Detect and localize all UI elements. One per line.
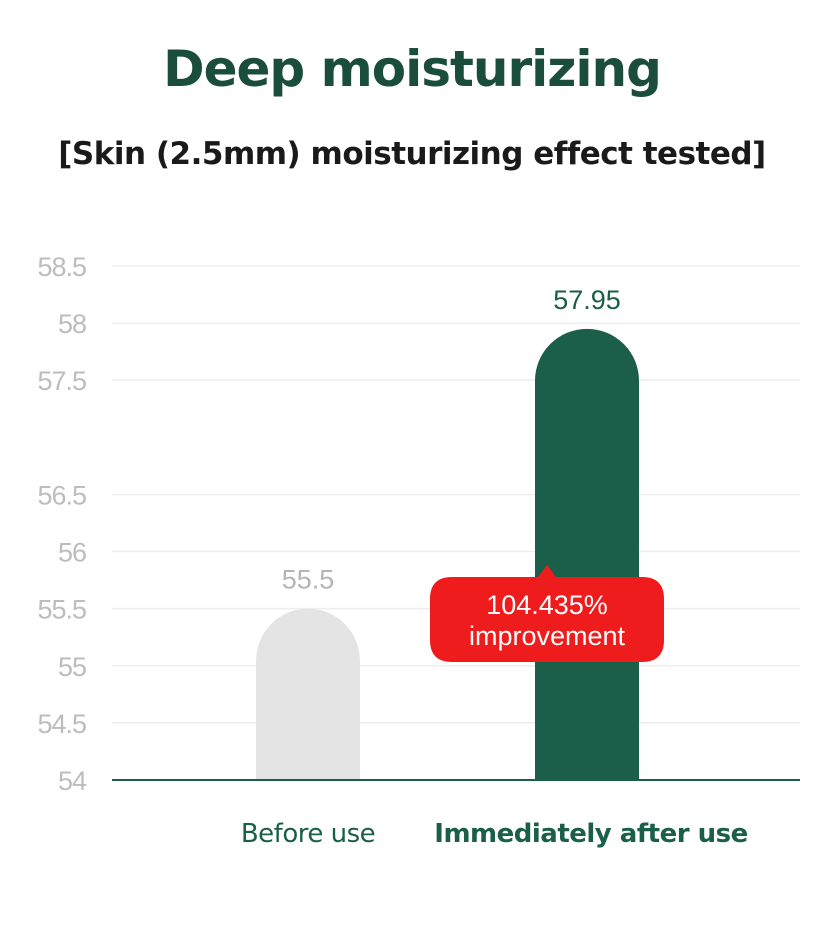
y-tick-label: 54.5 (37, 709, 86, 739)
bars (256, 328, 639, 780)
y-tick-label: 56.5 (37, 480, 86, 510)
improvement-callout: 104.435%improvement (430, 565, 664, 662)
y-tick-label: 55.5 (37, 595, 86, 625)
bar-value-label: 55.5 (282, 565, 335, 595)
callout-text: improvement (469, 621, 626, 651)
y-tick-label: 57.5 (37, 366, 86, 396)
y-tick-label: 58 (58, 309, 86, 339)
bar-before-use (256, 608, 360, 780)
x-category-label: Before use (241, 819, 375, 849)
chart-title: Deep moisturizing (163, 40, 662, 98)
callout-percent: 104.435% (486, 590, 608, 620)
y-axis-ticks: 58.5 58 57.5 56.5 56 55.5 55 54.5 54 (37, 252, 88, 796)
bar-immediately-after-use (535, 328, 639, 780)
data-labels: 55.5 57.95 (282, 285, 621, 595)
chart-subtitle: [Skin (2.5mm) moisturizing effect tested… (58, 136, 766, 172)
callout-bubble (430, 565, 664, 662)
y-tick-label: 58.5 (37, 252, 86, 282)
y-tick-label: 55 (58, 652, 86, 682)
y-tick-label: 54 (58, 766, 87, 796)
gridlines (112, 265, 800, 724)
x-axis-categories: Before use Immediately after use (241, 819, 748, 849)
bar-value-label: 57.95 (553, 285, 621, 315)
x-category-label: Immediately after use (434, 819, 747, 849)
y-tick-label: 56 (58, 538, 86, 568)
